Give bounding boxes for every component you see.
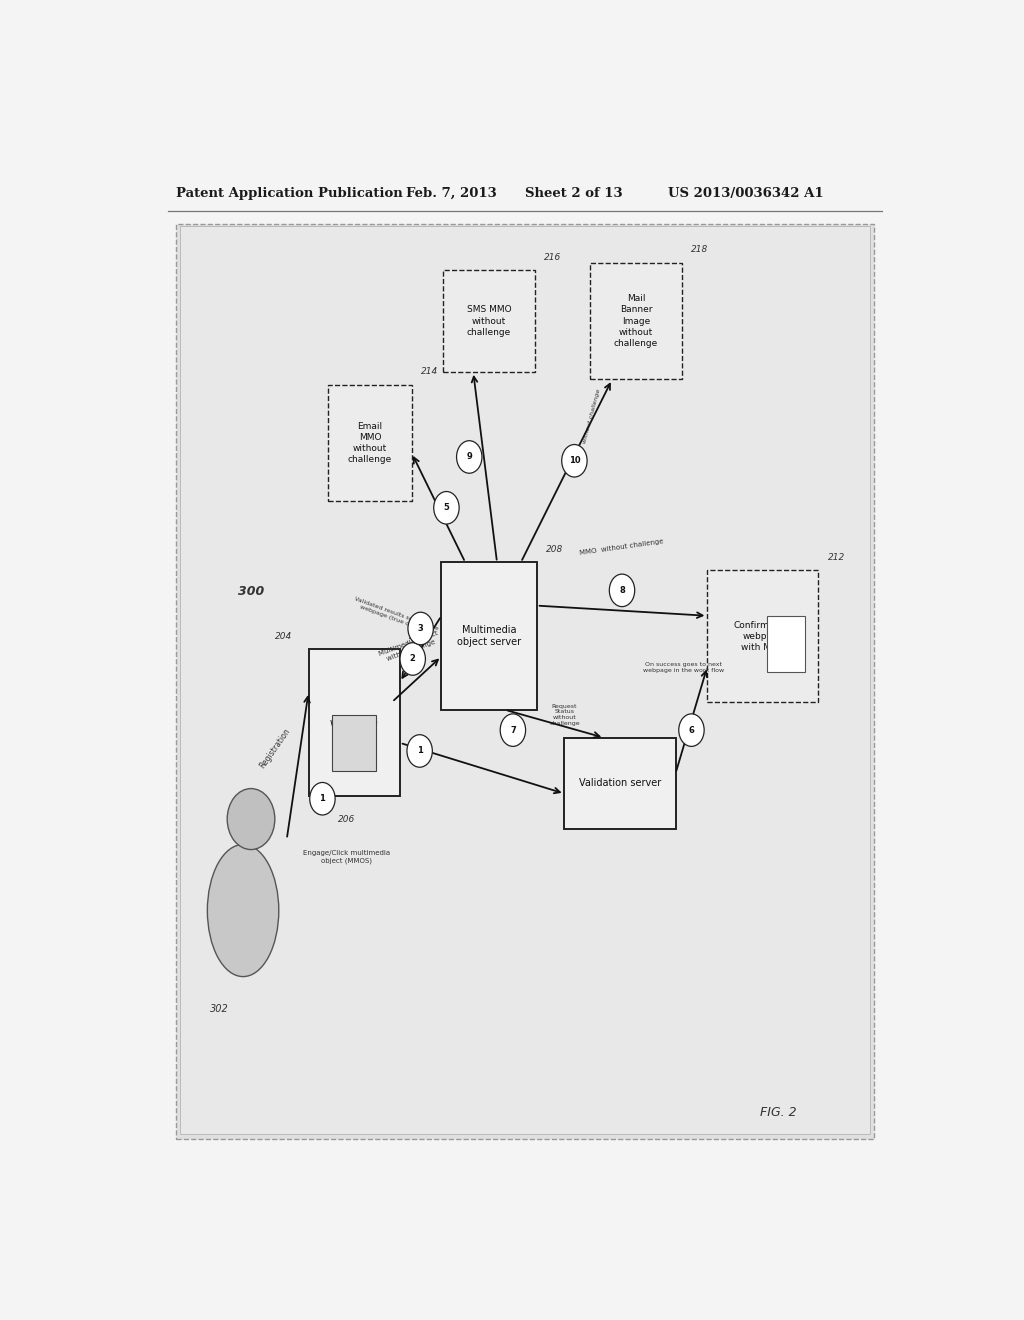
Circle shape — [562, 445, 587, 477]
Text: Confirmation
webpage
with MMO: Confirmation webpage with MMO — [733, 620, 793, 652]
Text: 302: 302 — [210, 1005, 228, 1014]
Circle shape — [309, 783, 335, 814]
Text: US 2013/0036342 A1: US 2013/0036342 A1 — [668, 187, 823, 201]
Circle shape — [407, 735, 432, 767]
Text: 218: 218 — [691, 246, 709, 255]
Text: Validation server: Validation server — [579, 779, 662, 788]
FancyBboxPatch shape — [590, 263, 682, 379]
Text: On success goes to next
webpage in the work flow: On success goes to next webpage in the w… — [643, 661, 724, 673]
FancyBboxPatch shape — [708, 570, 818, 702]
Text: 1: 1 — [417, 747, 423, 755]
Text: Multimedia
object server: Multimedia object server — [457, 624, 521, 647]
Text: 9: 9 — [466, 453, 472, 462]
Circle shape — [408, 612, 433, 644]
Text: 214: 214 — [421, 367, 438, 376]
FancyBboxPatch shape — [179, 227, 870, 1134]
Text: web page: web page — [331, 718, 378, 727]
FancyBboxPatch shape — [441, 562, 537, 710]
Text: 212: 212 — [828, 553, 845, 562]
Text: 5: 5 — [443, 503, 450, 512]
Text: 204: 204 — [410, 632, 427, 640]
Text: 6: 6 — [688, 726, 694, 735]
Text: 206: 206 — [338, 814, 355, 824]
Text: 8: 8 — [620, 586, 625, 595]
Text: Registration: Registration — [258, 727, 292, 771]
Text: 300: 300 — [238, 586, 264, 598]
Text: 2: 2 — [410, 655, 416, 664]
Text: Sheet 2 of 13: Sheet 2 of 13 — [524, 187, 623, 201]
Text: Patent Application Publication: Patent Application Publication — [176, 187, 402, 201]
Text: 3: 3 — [418, 624, 424, 634]
FancyBboxPatch shape — [332, 715, 376, 771]
Text: Feb. 7, 2013: Feb. 7, 2013 — [406, 187, 497, 201]
Text: SMS MMO
without
challenge: SMS MMO without challenge — [467, 305, 511, 337]
FancyBboxPatch shape — [767, 615, 805, 672]
Text: 208: 208 — [546, 545, 563, 554]
Circle shape — [434, 491, 459, 524]
Circle shape — [457, 441, 482, 474]
Text: 216: 216 — [544, 253, 561, 263]
Text: Request
Status
without
challenge: Request Status without challenge — [549, 704, 580, 726]
Circle shape — [500, 714, 525, 746]
Text: 7: 7 — [510, 726, 516, 735]
Text: 210: 210 — [685, 721, 702, 730]
Circle shape — [227, 788, 274, 850]
Text: Engage/Click multimedia
object (MMOS): Engage/Click multimedia object (MMOS) — [303, 850, 390, 863]
Text: without challenge: without challenge — [583, 388, 602, 444]
Circle shape — [679, 714, 705, 746]
Text: FIG. 2: FIG. 2 — [761, 1106, 797, 1119]
Text: 204: 204 — [275, 632, 293, 640]
FancyBboxPatch shape — [176, 224, 873, 1139]
Text: Multimedia object
with challenge: Multimedia object with challenge — [378, 630, 441, 664]
Text: 10: 10 — [568, 457, 581, 465]
FancyBboxPatch shape — [329, 384, 412, 502]
FancyBboxPatch shape — [564, 738, 676, 829]
Text: Validated results sent to the
webpage (true or false): Validated results sent to the webpage (t… — [352, 597, 439, 638]
FancyBboxPatch shape — [308, 649, 399, 796]
Ellipse shape — [207, 845, 279, 977]
Text: Email
MMO
without
challenge: Email MMO without challenge — [348, 422, 392, 465]
Text: Mail
Banner
Image
without
challenge: Mail Banner Image without challenge — [613, 294, 658, 347]
Circle shape — [400, 643, 425, 676]
FancyBboxPatch shape — [443, 271, 535, 372]
Text: MMO  without challenge: MMO without challenge — [580, 539, 664, 556]
Circle shape — [609, 574, 635, 607]
Text: 1: 1 — [319, 795, 326, 804]
